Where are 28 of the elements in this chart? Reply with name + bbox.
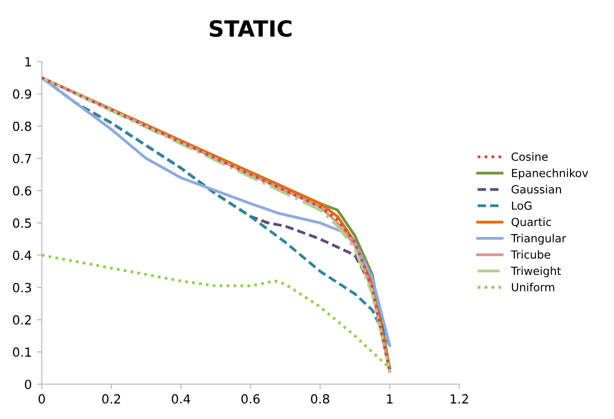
legend-label: Epanechnikov bbox=[512, 168, 588, 180]
y-tick-label: 0.7 bbox=[12, 154, 31, 164]
legend-label: Uniform bbox=[512, 282, 554, 292]
y-tick-label: 0.8 bbox=[12, 122, 32, 132]
legend-label: Triweight bbox=[510, 266, 561, 278]
y-tick-label: 0.2 bbox=[12, 315, 31, 325]
chart-title: STATIC bbox=[210, 20, 292, 37]
x-tick-label: 1 bbox=[387, 394, 393, 404]
x-tick-label: 0.6 bbox=[241, 394, 260, 404]
y-tick-label: 0.9 bbox=[12, 89, 32, 99]
y-tick-label: 1 bbox=[25, 57, 31, 66]
legend-label: LoG bbox=[512, 201, 532, 210]
y-tick-label: 0 bbox=[24, 380, 32, 390]
legend-label: Triangular bbox=[510, 234, 566, 245]
y-tick-label: 0.4 bbox=[12, 250, 32, 260]
x-tick-label: 0.2 bbox=[102, 394, 120, 404]
y-tick-label: 0.1 bbox=[12, 347, 31, 357]
x-tick-label: 0 bbox=[38, 394, 45, 404]
x-tick-label: 1.2 bbox=[450, 394, 468, 404]
x-tick-label: 0.4 bbox=[172, 394, 190, 404]
legend-label: Gaussian bbox=[512, 184, 561, 194]
y-tick-label: 0.6 bbox=[12, 186, 32, 196]
legend-label: Cosine bbox=[512, 152, 548, 161]
legend-label: Tricube bbox=[510, 250, 550, 259]
x-tick-label: 0.8 bbox=[310, 394, 330, 404]
y-tick-label: 0.3 bbox=[12, 282, 32, 292]
legend-label: Quartic bbox=[512, 218, 551, 228]
y-tick-label: 0.5 bbox=[12, 218, 31, 228]
